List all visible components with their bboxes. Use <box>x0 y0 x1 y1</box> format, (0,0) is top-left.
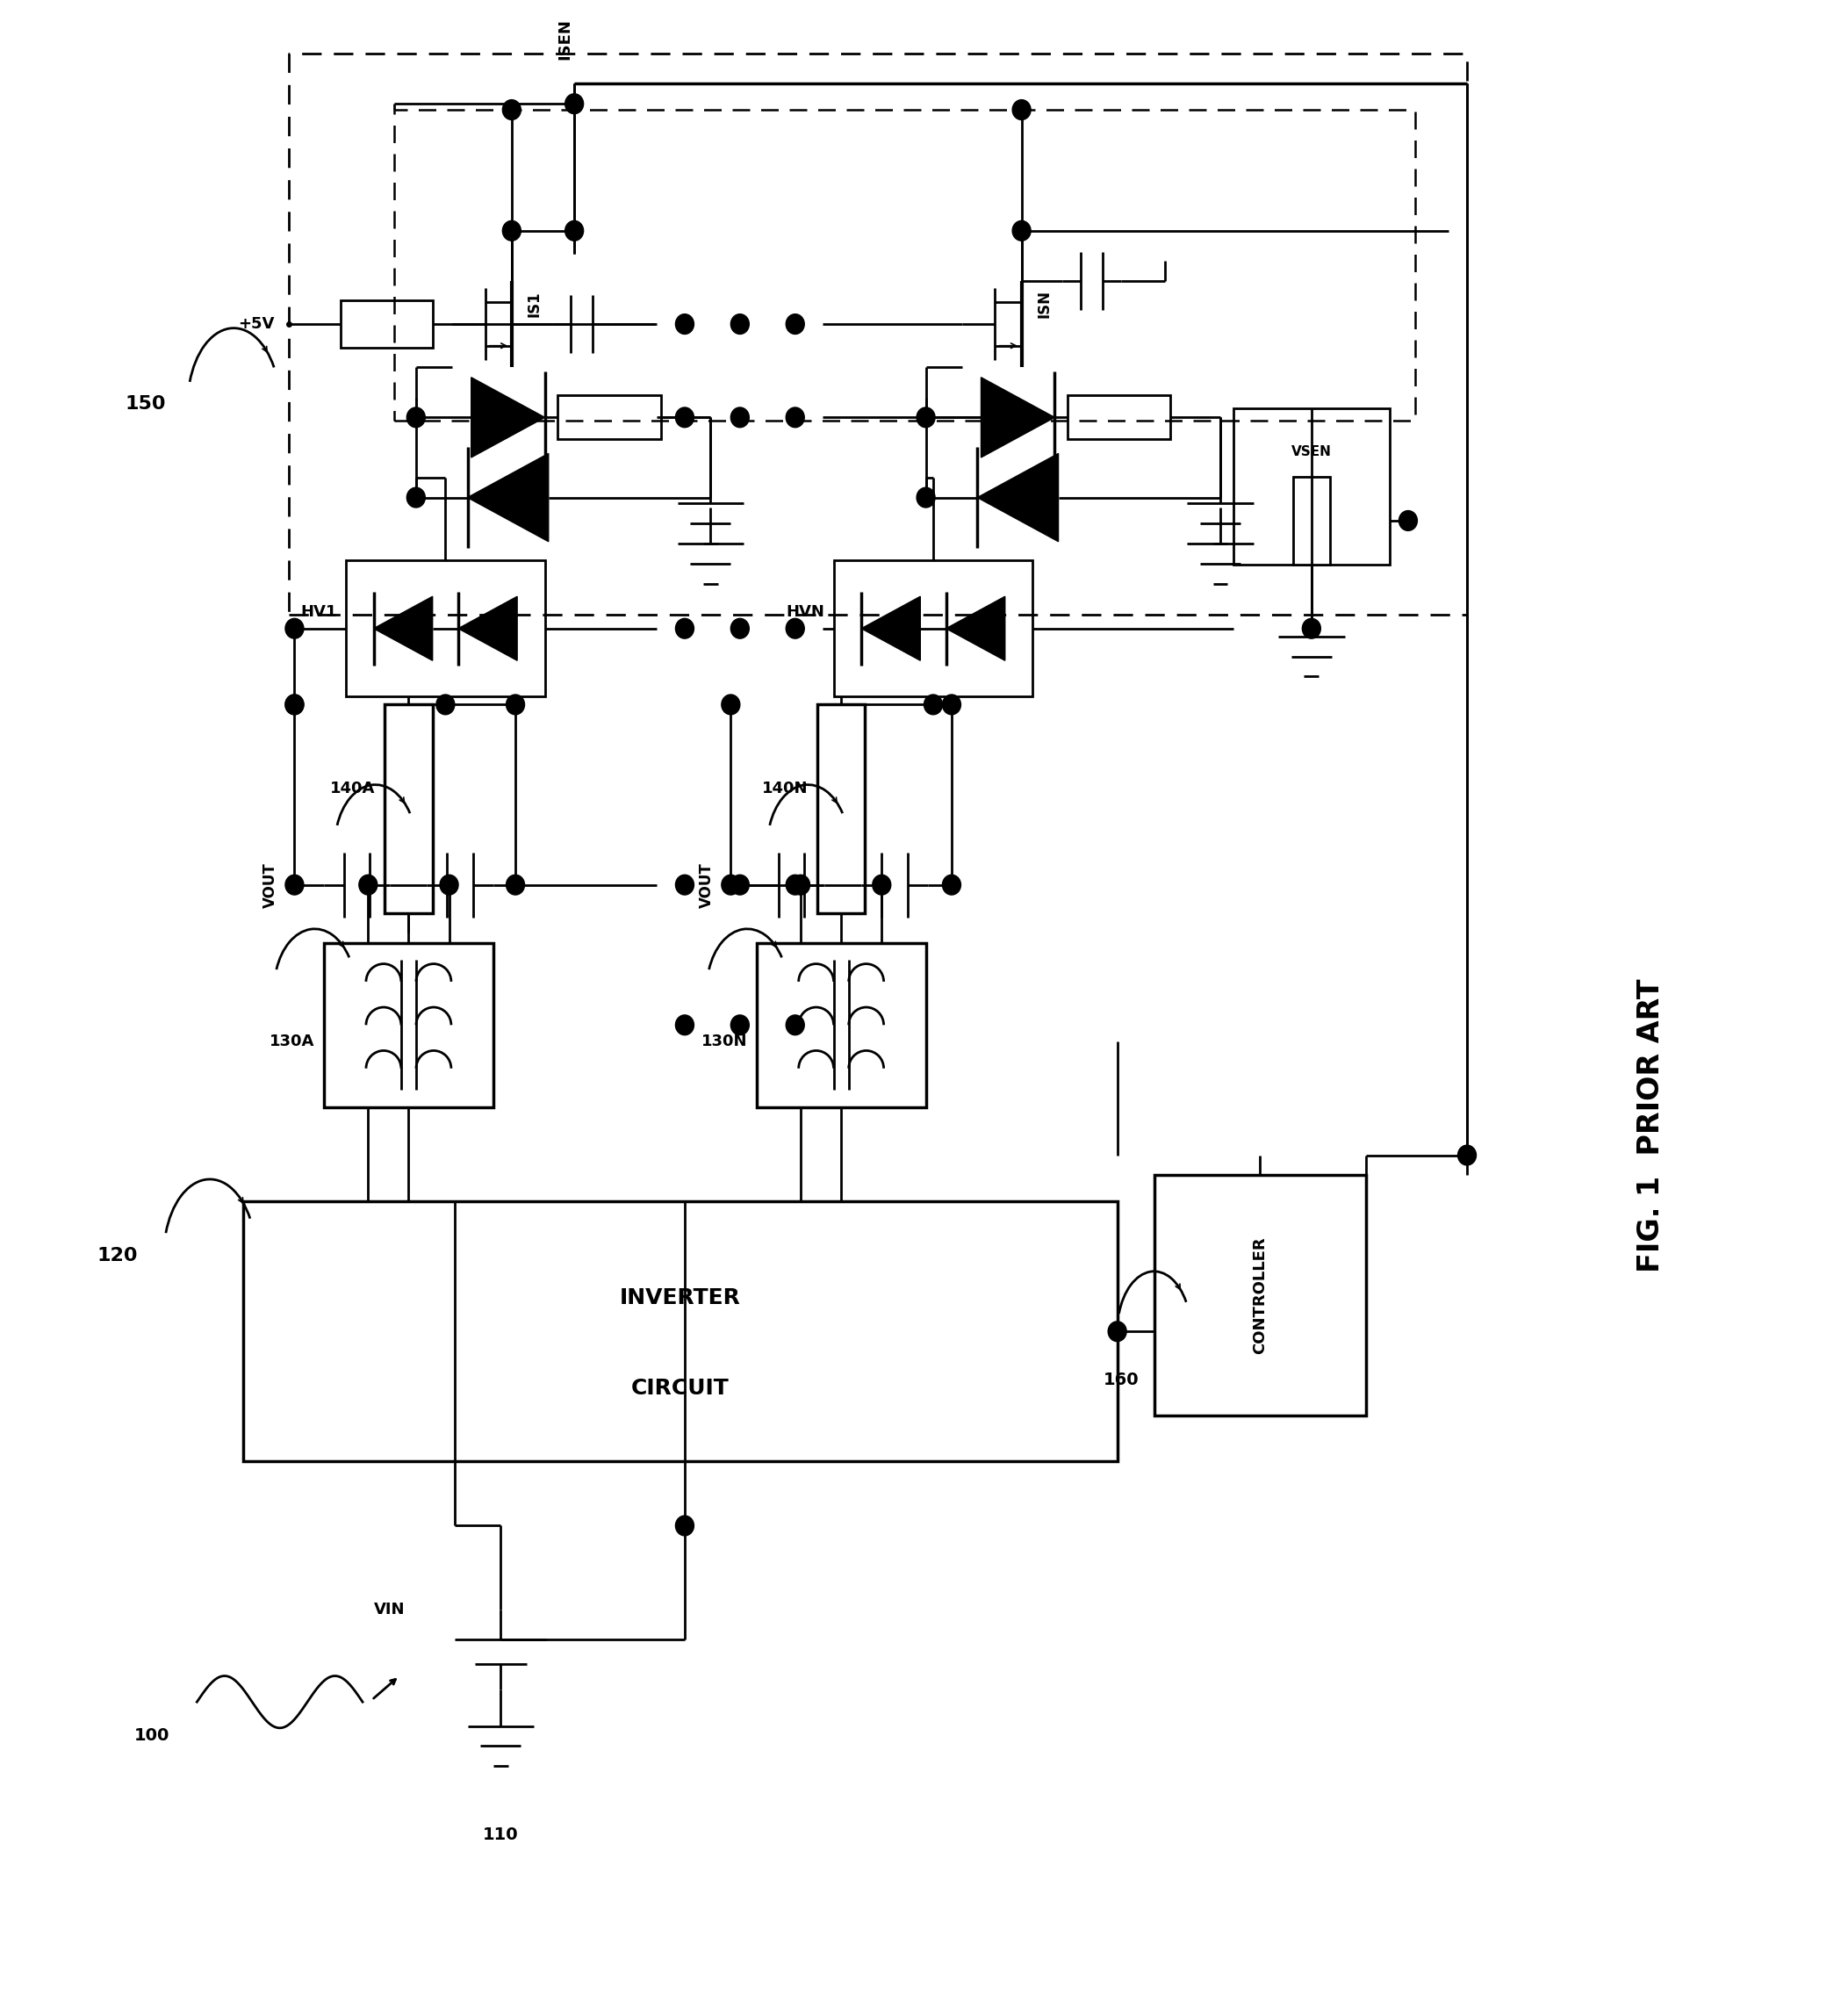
Circle shape <box>676 874 693 894</box>
Circle shape <box>1458 1146 1477 1166</box>
Bar <box>340 299 432 348</box>
Bar <box>323 943 493 1108</box>
Text: CIRCUIT: CIRCUIT <box>630 1379 730 1399</box>
Polygon shape <box>946 597 1005 661</box>
Circle shape <box>676 1015 693 1035</box>
Circle shape <box>1109 1321 1127 1341</box>
Circle shape <box>1013 100 1031 121</box>
Circle shape <box>1399 511 1417 531</box>
Text: 150: 150 <box>126 396 166 412</box>
Text: 140A: 140A <box>331 780 375 796</box>
Bar <box>558 396 662 440</box>
Polygon shape <box>861 597 920 661</box>
Circle shape <box>285 874 303 894</box>
Circle shape <box>721 874 739 894</box>
Circle shape <box>942 874 961 894</box>
Text: ISEN: ISEN <box>556 18 573 60</box>
Circle shape <box>730 1015 748 1035</box>
Bar <box>756 943 926 1108</box>
Text: VOUT: VOUT <box>262 862 279 909</box>
Circle shape <box>359 874 377 894</box>
Text: FIG. 1  PRIOR ART: FIG. 1 PRIOR ART <box>1637 979 1665 1272</box>
Circle shape <box>285 695 303 716</box>
Bar <box>1068 396 1170 440</box>
Text: HVN: HVN <box>785 605 824 621</box>
Text: 100: 100 <box>133 1729 170 1745</box>
Circle shape <box>924 695 942 716</box>
Circle shape <box>1013 221 1031 241</box>
Text: IS1: IS1 <box>527 291 541 318</box>
Circle shape <box>785 408 804 428</box>
Bar <box>346 561 545 697</box>
Circle shape <box>440 874 458 894</box>
Text: +5V: +5V <box>238 316 274 332</box>
Circle shape <box>407 408 425 428</box>
Bar <box>384 706 432 913</box>
Circle shape <box>785 874 804 894</box>
Circle shape <box>917 408 935 428</box>
Bar <box>817 706 865 913</box>
Circle shape <box>730 408 748 428</box>
Polygon shape <box>981 378 1055 458</box>
Bar <box>833 561 1033 697</box>
Bar <box>1233 408 1390 565</box>
Text: 130A: 130A <box>270 1033 314 1049</box>
Circle shape <box>730 314 748 334</box>
Circle shape <box>676 408 693 428</box>
Text: 160: 160 <box>1103 1371 1140 1389</box>
Text: VSEN: VSEN <box>1292 446 1332 458</box>
Circle shape <box>942 695 961 716</box>
Circle shape <box>503 221 521 241</box>
Polygon shape <box>458 597 517 661</box>
Circle shape <box>730 874 748 894</box>
Circle shape <box>407 488 425 509</box>
Circle shape <box>506 695 525 716</box>
Polygon shape <box>471 378 545 458</box>
Text: 140N: 140N <box>761 780 808 796</box>
Text: INVERTER: INVERTER <box>619 1286 741 1309</box>
Circle shape <box>872 874 891 894</box>
Circle shape <box>1303 619 1321 639</box>
Circle shape <box>676 314 693 334</box>
Circle shape <box>506 874 525 894</box>
Text: VOUT: VOUT <box>699 862 715 909</box>
Circle shape <box>917 488 935 509</box>
Text: VIN: VIN <box>373 1602 405 1618</box>
Circle shape <box>503 100 521 121</box>
Text: 130N: 130N <box>700 1033 747 1049</box>
Circle shape <box>791 874 809 894</box>
Polygon shape <box>468 454 549 541</box>
Bar <box>1155 1176 1366 1415</box>
Circle shape <box>565 94 584 115</box>
Polygon shape <box>978 454 1059 541</box>
Polygon shape <box>373 597 432 661</box>
Circle shape <box>721 695 739 716</box>
Text: CONTROLLER: CONTROLLER <box>1253 1236 1268 1355</box>
Circle shape <box>565 221 584 241</box>
Text: 110: 110 <box>482 1827 519 1843</box>
Circle shape <box>436 695 455 716</box>
Text: 120: 120 <box>98 1246 139 1264</box>
Circle shape <box>285 695 303 716</box>
Circle shape <box>785 314 804 334</box>
Circle shape <box>676 619 693 639</box>
Text: HV1: HV1 <box>301 605 336 621</box>
Bar <box>242 1202 1118 1461</box>
Circle shape <box>785 619 804 639</box>
Circle shape <box>785 1015 804 1035</box>
Circle shape <box>285 619 303 639</box>
Text: ISN: ISN <box>1037 289 1052 318</box>
Bar <box>1294 476 1331 565</box>
Circle shape <box>730 619 748 639</box>
Circle shape <box>676 1516 693 1536</box>
